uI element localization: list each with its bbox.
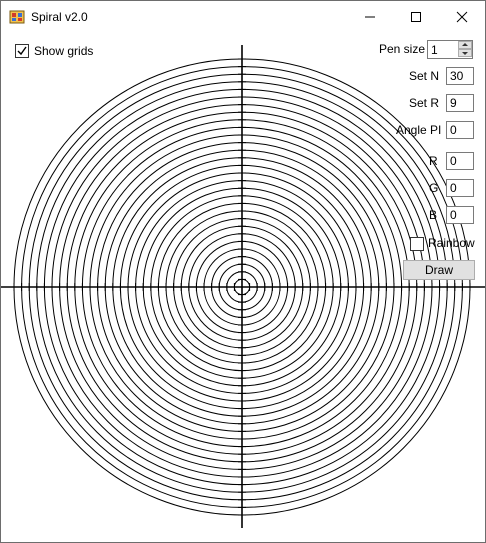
chevron-up-icon [462, 43, 468, 46]
pen-size-label: Pen size [379, 42, 426, 56]
pen-size-spinner[interactable]: 1 [427, 40, 473, 59]
checkmark-icon [17, 46, 27, 56]
set-n-label: Set N [409, 69, 440, 83]
angle-pi-label: Angle PI [396, 123, 442, 137]
rainbow-label: Rainbow [428, 236, 475, 250]
set-r-input[interactable]: 9 [446, 94, 474, 112]
r-label: R [429, 154, 438, 168]
set-n-input[interactable]: 30 [446, 67, 474, 85]
app-icon [9, 10, 25, 24]
close-button[interactable] [439, 1, 485, 32]
draw-button[interactable]: Draw [403, 260, 475, 280]
minimize-icon [365, 16, 375, 17]
spin-up-button[interactable] [458, 41, 472, 49]
g-input[interactable]: 0 [446, 179, 474, 197]
g-label: G [429, 181, 439, 195]
rainbow-checkbox[interactable] [410, 237, 424, 251]
close-icon [456, 11, 468, 22]
maximize-icon [411, 11, 421, 22]
show-grids-label: Show grids [34, 44, 94, 58]
b-input[interactable]: 0 [446, 206, 474, 224]
maximize-button[interactable] [393, 1, 439, 32]
pen-size-value: 1 [431, 43, 438, 57]
b-label: B [429, 208, 438, 222]
chevron-down-icon [462, 52, 468, 55]
minimize-button[interactable] [347, 1, 393, 32]
angle-pi-input[interactable]: 0 [446, 121, 474, 139]
set-r-label: Set R [409, 96, 440, 110]
show-grids-checkbox[interactable] [15, 44, 29, 58]
window-title: Spiral v2.0 [31, 10, 88, 24]
title-bar[interactable]: Spiral v2.0 [1, 1, 485, 32]
spin-down-button[interactable] [458, 49, 472, 57]
r-input[interactable]: 0 [446, 152, 474, 170]
